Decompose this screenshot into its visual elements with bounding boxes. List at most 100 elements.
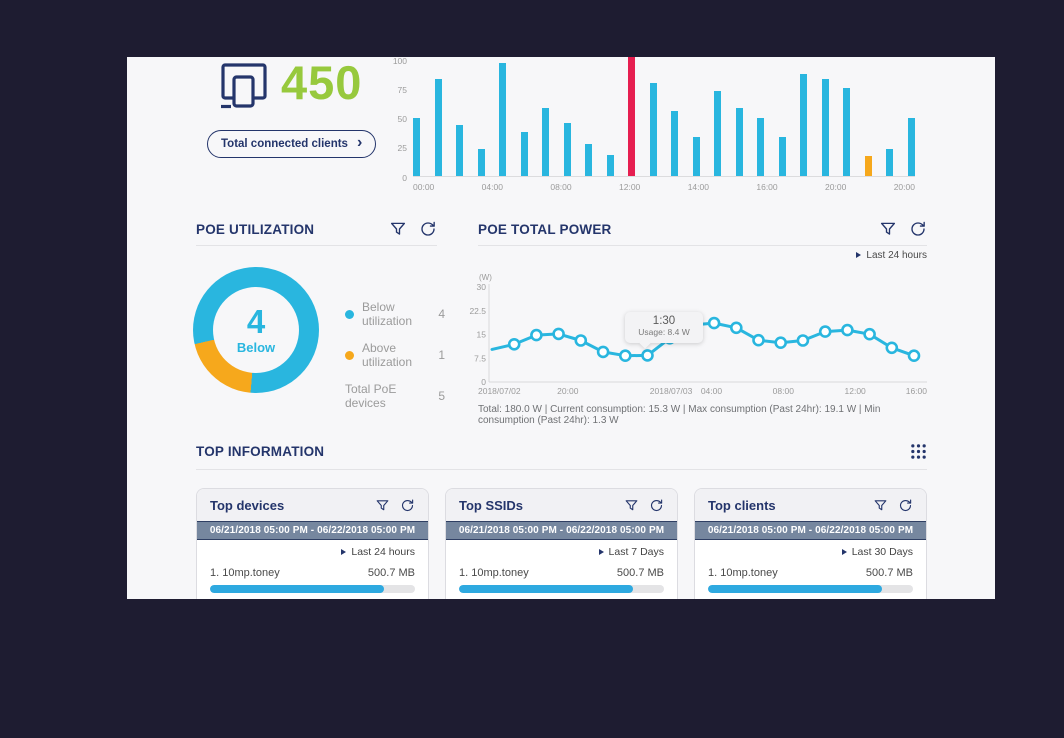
bar: [499, 63, 507, 176]
clients-bar-chart: 100 75 50 25 0 00:00 04:00 08:00 12:00 14:00 16:0…: [389, 57, 917, 197]
poe-power-line-chart: (W) 30 22.5 15 7.5 0 2018/07/02 20:00 2018/07/…: [469, 273, 927, 403]
y-axis-unit-label: (W): [479, 273, 492, 282]
refresh-icon: [649, 499, 664, 516]
progress-fill: [459, 585, 634, 593]
card-range-label: Last 24 hours: [351, 546, 415, 558]
tooltip-usage: Usage: 8.4 W: [638, 327, 690, 337]
top-devices-refresh-button[interactable]: [400, 498, 415, 513]
refresh-icon: [400, 499, 415, 516]
card-body: Last 30 Days 1. 10mp.toney 500.7 MB: [695, 540, 926, 593]
card-body: Last 7 Days 1. 10mp.toney 500.7 MB: [446, 540, 677, 593]
bar: [714, 91, 722, 176]
play-triangle-icon: [598, 549, 604, 555]
power-range-selector[interactable]: Last 24 hours: [478, 250, 927, 261]
top-clients-card: Top clients 06/21/2018 05:00 PM - 06/22/…: [694, 488, 927, 599]
play-triangle-icon: [856, 252, 862, 258]
apps-grid-button[interactable]: [910, 443, 927, 460]
svg-text:30: 30: [477, 282, 487, 292]
progress-fill: [210, 585, 385, 593]
bar: [434, 78, 442, 176]
top-information-title: TOP INFORMATION: [196, 444, 325, 459]
card-range-selector[interactable]: Last 24 hours: [210, 546, 415, 558]
connected-devices-icon: [217, 62, 269, 109]
svg-text:0: 0: [481, 377, 486, 387]
poe-utilization-header: POE UTILIZATION: [196, 220, 437, 246]
bar-chart-plot: [413, 57, 915, 177]
svg-text:7.5: 7.5: [474, 353, 486, 363]
chevron-right-icon: ›: [356, 133, 363, 151]
bar: [864, 156, 872, 176]
total-connected-clients-label: Total connected clients: [221, 138, 348, 150]
refresh-icon: [419, 221, 437, 241]
card-range-label: Last 7 Days: [608, 546, 664, 558]
total-poe-devices-label: Total PoE devices: [345, 382, 397, 410]
below-utilization-label: Below utilization: [362, 300, 413, 328]
top-information-cards: Top devices 06/21/2018 05:00 PM - 06/22/…: [196, 488, 927, 599]
top-clients-refresh-button[interactable]: [898, 498, 913, 513]
top-devices-filter-button[interactable]: [375, 498, 390, 513]
item-value: 500.7 MB: [865, 567, 913, 579]
bar: [413, 118, 420, 176]
item-value: 500.7 MB: [616, 567, 664, 579]
play-triangle-icon: [341, 549, 347, 555]
connected-clients-count: 450: [281, 57, 363, 109]
bar: [886, 149, 894, 176]
legend-row-total: Total PoE devices 5: [345, 382, 445, 410]
legend-row-above: Above utilization 1: [345, 341, 445, 369]
power-range-label: Last 24 hours: [866, 250, 927, 261]
poe-total-power-title: POE TOTAL POWER: [478, 221, 612, 237]
legend-row-below: Below utilization 4: [345, 300, 445, 328]
card-header: Top clients: [695, 489, 926, 521]
poe-utilization-donut-chart: 4 Below: [193, 267, 319, 393]
filter-icon: [389, 222, 407, 241]
filter-icon: [624, 500, 639, 516]
poe-total-power-header: POE TOTAL POWER: [478, 220, 927, 246]
svg-text:15: 15: [477, 330, 487, 340]
donut-center: 4 Below: [213, 287, 299, 373]
poe-total-power-refresh-button[interactable]: [909, 220, 927, 238]
filter-icon: [873, 500, 888, 516]
list-item: 1. 10mp.toney 500.7 MB: [708, 567, 913, 579]
top-clients-filter-button[interactable]: [873, 498, 888, 513]
list-item: 1. 10mp.toney 500.7 MB: [210, 567, 415, 579]
usage-progress-track: [210, 585, 415, 593]
bar: [477, 149, 485, 176]
date-range-banner: 06/21/2018 05:00 PM - 06/22/2018 05:00 P…: [695, 521, 926, 540]
total-connected-clients-button[interactable]: Total connected clients ›: [207, 130, 377, 158]
bar: [628, 57, 636, 176]
dashboard-panel: 450 Total connected clients › 100 75 50 25 0…: [127, 57, 995, 599]
top-devices-card: Top devices 06/21/2018 05:00 PM - 06/22/…: [196, 488, 429, 599]
bar: [843, 87, 851, 176]
total-poe-devices-value: 5: [438, 389, 445, 403]
poe-utilization-title: POE UTILIZATION: [196, 221, 315, 237]
play-triangle-icon: [841, 549, 847, 555]
poe-total-power-filter-button[interactable]: [879, 220, 897, 238]
below-utilization-dot: [345, 309, 354, 319]
refresh-icon: [898, 499, 913, 516]
bar: [778, 136, 786, 176]
top-ssids-filter-button[interactable]: [624, 498, 639, 513]
above-utilization-value: 1: [438, 348, 445, 362]
grid-dots-icon: [910, 444, 927, 463]
bar: [520, 131, 528, 176]
date-range-banner: 06/21/2018 05:00 PM - 06/22/2018 05:00 P…: [446, 521, 677, 540]
progress-fill: [708, 585, 883, 593]
card-range-selector[interactable]: Last 7 Days: [459, 546, 664, 558]
bar: [757, 118, 765, 176]
poe-utilization-refresh-button[interactable]: [419, 220, 437, 238]
chart-tooltip: 1:30 Usage: 8.4 W: [625, 312, 703, 343]
usage-progress-track: [459, 585, 664, 593]
list-item: 1. 10mp.toney 500.7 MB: [459, 567, 664, 579]
donut-center-label: Below: [236, 340, 276, 355]
filter-icon: [879, 222, 897, 241]
poe-utilization-filter-button[interactable]: [389, 220, 407, 238]
card-range-selector[interactable]: Last 30 Days: [708, 546, 913, 558]
bar: [649, 83, 657, 176]
card-header: Top SSIDs: [446, 489, 677, 521]
card-range-label: Last 30 Days: [851, 546, 913, 558]
bar: [800, 73, 808, 176]
top-ssids-refresh-button[interactable]: [649, 498, 664, 513]
top-ssids-card: Top SSIDs 06/21/2018 05:00 PM - 06/22/20…: [445, 488, 678, 599]
donut-center-value: 4: [246, 303, 266, 340]
